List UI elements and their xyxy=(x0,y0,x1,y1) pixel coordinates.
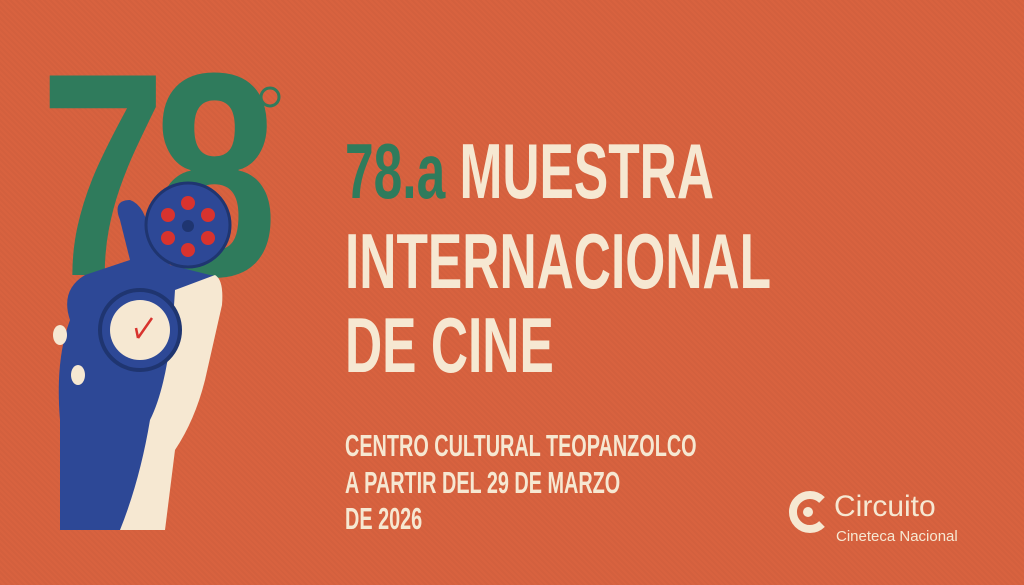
title-line-3: DE CINE xyxy=(345,301,554,389)
title-line-1: 78.a MUESTRA xyxy=(345,132,714,210)
film-reel-icon xyxy=(144,181,232,269)
sponsor-org: Cineteca Nacional xyxy=(836,528,958,545)
date-line-2: DE 2026 xyxy=(345,501,423,536)
circuito-c-icon xyxy=(788,491,825,533)
sponsor-name: Circuito xyxy=(834,490,936,523)
hand-with-film-reel-stopwatch-illustration xyxy=(53,86,281,530)
title-line-2: INTERNACIONAL xyxy=(345,217,772,305)
edition-ordinal: 78.a xyxy=(345,127,446,215)
date-line-1: A PARTIR DEL 29 DE MARZO xyxy=(345,465,621,500)
title-muestra: MUESTRA xyxy=(459,127,715,215)
circuito-cineteca-logo: Circuito Cineteca Nacional xyxy=(786,490,958,545)
venue-text: CENTRO CULTURAL TEOPANZOLCO xyxy=(345,428,697,463)
stopwatch-icon xyxy=(98,288,182,372)
cineteca-mark-icon xyxy=(259,86,281,108)
